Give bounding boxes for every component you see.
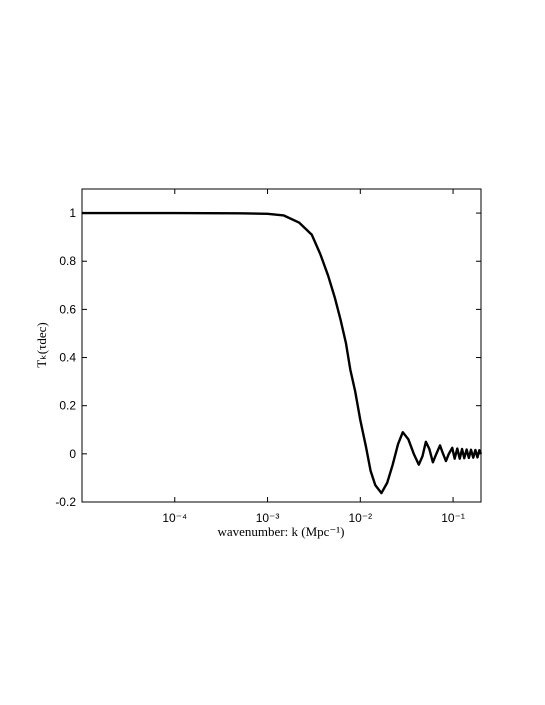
y-tick-label: 0.6	[59, 302, 76, 316]
plot-frame	[81, 188, 482, 503]
data-line	[82, 211, 483, 495]
y-tick-label: -0.2	[55, 495, 76, 509]
y-tick-label: 0.4	[59, 351, 76, 365]
x-axis-label: wavenumber: k (Mpc⁻¹)	[218, 524, 345, 539]
y-tick-label: 0.2	[59, 399, 76, 413]
x-tick-label: 10⁻³	[256, 511, 280, 525]
x-tick-label: 10⁻⁴	[162, 511, 187, 525]
y-axis-label: Tₖ(τdec)	[34, 322, 49, 367]
y-tick-label: 0	[69, 447, 76, 461]
x-tick-label: 10⁻²	[348, 511, 372, 525]
x-tick-label: 10⁻¹	[441, 511, 465, 525]
y-tick-label: 0.8	[59, 254, 76, 268]
y-tick-label: 1	[69, 206, 76, 220]
